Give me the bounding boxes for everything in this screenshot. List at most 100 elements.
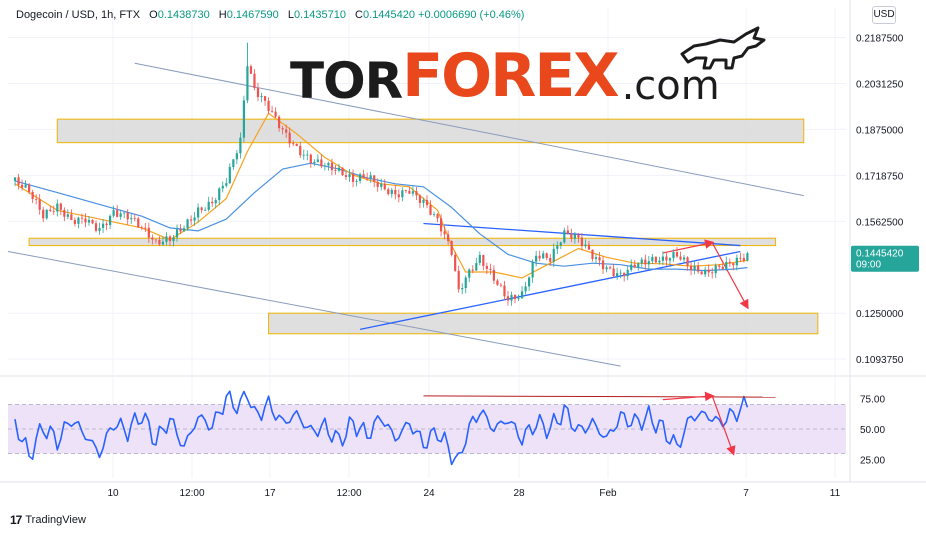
forecast-arrow: [711, 242, 749, 310]
candle-body: [718, 265, 721, 267]
rsi-forecast-arrow: [662, 391, 715, 402]
channel-line: [7, 250, 621, 367]
candle-body: [506, 296, 510, 301]
candle-body: [70, 214, 73, 221]
candle-body: [94, 223, 98, 231]
time-tick-label: 10: [107, 488, 119, 499]
candle-body: [580, 237, 584, 247]
close-label: C: [355, 9, 363, 21]
ma-slow-line: [14, 162, 748, 272]
candle-body: [28, 184, 31, 192]
time-tick-label: 7: [743, 488, 749, 499]
tradingview-brand[interactable]: 17 TradingView: [10, 513, 86, 527]
candle-body: [601, 260, 605, 270]
candle-body: [390, 189, 393, 195]
candle-body: [344, 175, 348, 177]
candle-body: [383, 183, 386, 190]
candle-body: [320, 159, 323, 167]
time-tick-label: 24: [423, 488, 435, 499]
candle-body: [274, 111, 277, 117]
candle-body: [570, 233, 573, 239]
candle-body: [302, 154, 305, 156]
candle-body: [214, 200, 217, 204]
candle-body: [179, 229, 182, 232]
sr-zone: [28, 237, 777, 247]
candle-body: [404, 190, 407, 192]
candle-body: [728, 261, 731, 264]
candle-body: [457, 270, 460, 290]
candle-body: [584, 244, 587, 247]
candle-body: [637, 263, 640, 268]
candle-body: [651, 256, 654, 262]
candle-body: [563, 230, 566, 243]
candle-body: [147, 227, 150, 238]
candle-body: [524, 286, 527, 292]
candle-body: [672, 252, 675, 259]
rsi-tick-label: 75.00: [860, 394, 885, 405]
candle-body: [17, 177, 20, 185]
candle-body: [137, 218, 140, 228]
candle-body: [299, 145, 302, 156]
channel-line: [134, 62, 804, 197]
candle-body: [292, 143, 295, 145]
candle-body: [126, 212, 129, 220]
candle-body: [281, 128, 284, 130]
symbol-name[interactable]: Dogecoin / USD, 1h, FTX: [16, 9, 141, 21]
candle-body: [235, 153, 238, 160]
candle-body: [140, 227, 143, 229]
candle-body: [151, 237, 154, 240]
candle-body: [598, 257, 601, 261]
candle-body: [49, 209, 52, 211]
candle-body: [316, 159, 319, 162]
candle-body: [351, 174, 355, 182]
candle-body: [42, 209, 45, 219]
candle-body: [577, 234, 580, 238]
low-value: 0.1435710: [293, 9, 346, 21]
candle-body: [513, 294, 517, 300]
candle-body: [182, 228, 186, 232]
candle-body: [447, 234, 450, 242]
candle-body: [556, 245, 559, 249]
open-label: O: [149, 9, 158, 21]
candle-body: [408, 191, 411, 194]
candle-body: [35, 198, 38, 200]
candle-body: [394, 189, 397, 195]
candle-body: [309, 154, 312, 164]
candle-body: [485, 265, 488, 269]
candle-body: [144, 227, 147, 229]
candle-body: [644, 259, 647, 265]
candle-body: [123, 212, 126, 214]
candle-body: [359, 174, 362, 181]
sr-zone: [268, 312, 819, 335]
candle-body: [450, 241, 453, 255]
candle-body: [528, 277, 531, 287]
candle-body: [566, 230, 569, 234]
candle-body: [77, 217, 80, 224]
candle-body: [91, 219, 94, 224]
candle-body: [443, 231, 446, 235]
candle-body: [492, 269, 495, 281]
candle-body: [330, 162, 334, 171]
candle-body: [517, 298, 520, 300]
candle-body: [263, 96, 267, 101]
candle-body: [436, 214, 439, 219]
candle-body: [80, 217, 84, 219]
candle-body: [101, 223, 105, 228]
candle-body: [661, 256, 665, 261]
candle-body: [38, 199, 41, 210]
candle-body: [193, 217, 196, 221]
candle-body: [221, 185, 224, 189]
candle-body: [397, 194, 400, 198]
candle-body: [218, 188, 221, 201]
candle-body: [130, 218, 133, 220]
time-tick-label: 28: [513, 488, 525, 499]
candle-body: [714, 265, 717, 274]
currency-button[interactable]: USD: [872, 6, 896, 24]
rsi-resistance-line: [423, 395, 776, 398]
candle-body: [679, 256, 682, 260]
candle-body: [313, 161, 316, 164]
candle-body: [471, 269, 474, 271]
last-price-value: 0.1445420: [856, 249, 904, 260]
